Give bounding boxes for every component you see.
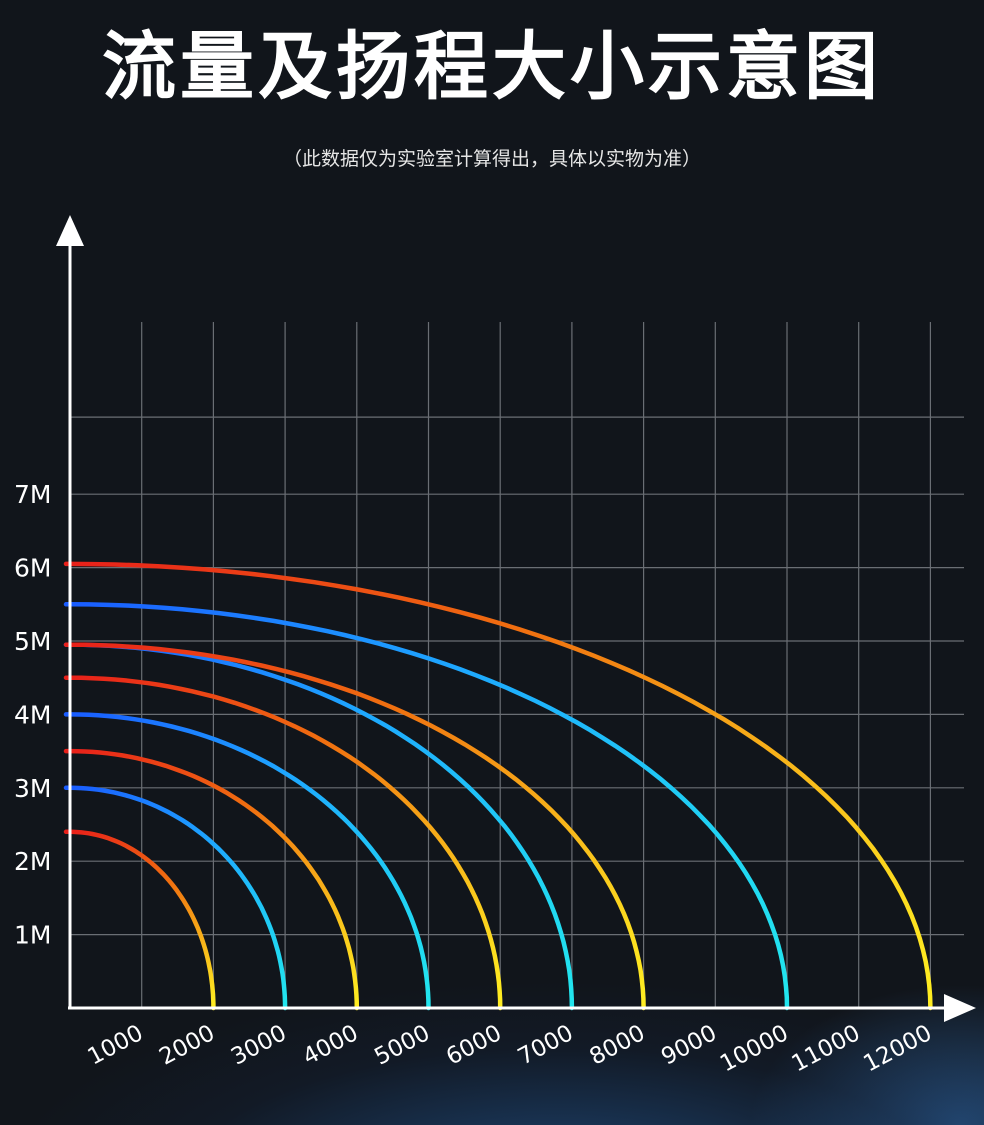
- x-tick-label: 5000: [370, 1020, 434, 1070]
- x-tick-label: 7000: [514, 1020, 578, 1070]
- y-tick-label: 3M: [14, 774, 51, 803]
- y-tick-label: 7M: [14, 480, 51, 509]
- x-tick-label: 1000: [84, 1020, 148, 1070]
- x-tick-label: 11000: [788, 1020, 865, 1077]
- x-tick-label: 4000: [299, 1020, 363, 1070]
- curve-series: [63, 602, 790, 1011]
- curve-series: [63, 712, 431, 1011]
- axes: [56, 215, 976, 1022]
- curve-series: [63, 642, 646, 1011]
- curve-series: [63, 785, 288, 1011]
- y-tick-label: 6M: [14, 554, 51, 583]
- page-subtitle: （此数据仅为实验室计算得出，具体以实物为准）: [282, 148, 701, 170]
- curves: [63, 561, 933, 1011]
- x-tick-labels: 1000 2000 3000 4000 5000 6000 7000 8000 90001000…: [84, 1020, 937, 1077]
- y-axis-arrow: [56, 215, 84, 246]
- curve-series: [63, 748, 360, 1011]
- page-title: 流量及扬程大小示意图: [102, 24, 882, 110]
- y-tick-label: 4M: [14, 700, 51, 729]
- curve-series: [63, 561, 933, 1011]
- curve-series: [63, 642, 575, 1011]
- grid: [70, 322, 964, 1008]
- x-tick-label: 10000: [716, 1020, 793, 1077]
- y-tick-labels: 1M 2M 3M 4M 5M 6M 7M: [14, 480, 51, 949]
- y-tick-label: 5M: [14, 627, 51, 656]
- x-tick-label: 2000: [155, 1020, 219, 1070]
- x-axis-arrow: [944, 994, 976, 1022]
- x-tick-label: 9000: [657, 1020, 721, 1070]
- y-tick-label: 2M: [14, 847, 51, 876]
- curve-series: [63, 675, 503, 1011]
- y-tick-label: 1M: [14, 921, 51, 950]
- x-tick-label: 8000: [585, 1020, 649, 1070]
- x-tick-label: 3000: [227, 1020, 291, 1070]
- x-tick-label: 12000: [859, 1020, 936, 1077]
- x-tick-label: 6000: [442, 1020, 506, 1070]
- curve-series: [63, 829, 216, 1011]
